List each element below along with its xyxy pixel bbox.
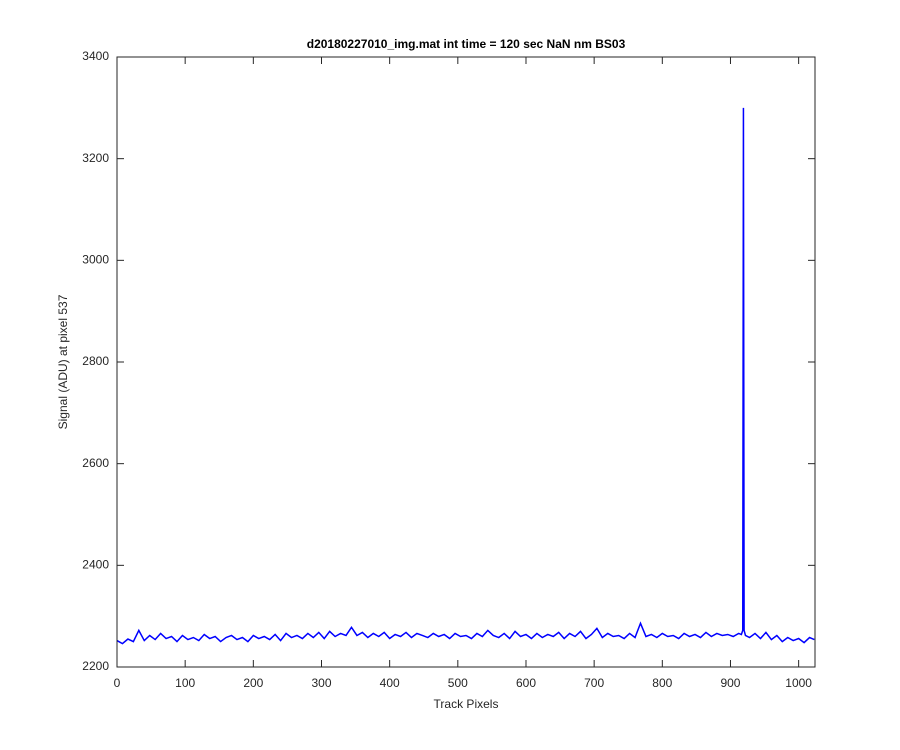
- y-tick-label: 2200: [82, 659, 109, 673]
- x-tick-label: 300: [311, 676, 331, 690]
- x-tick-label: 600: [516, 676, 536, 690]
- x-tick-label: 700: [584, 676, 604, 690]
- y-tick-label: 2600: [82, 456, 109, 470]
- chart-title: d20180227010_img.mat int time = 120 sec …: [307, 37, 626, 51]
- x-tick-label: 400: [380, 676, 400, 690]
- y-tick-label: 3000: [82, 253, 109, 267]
- x-tick-label: 900: [720, 676, 740, 690]
- y-tick-label: 3200: [82, 151, 109, 165]
- y-axis-label: Signal (ADU) at pixel 537: [56, 294, 70, 429]
- x-tick-label: 100: [175, 676, 195, 690]
- plot-frame: [116, 56, 816, 668]
- x-tick-label: 800: [652, 676, 672, 690]
- data-line: [116, 107, 815, 645]
- x-tick-label: 1000: [785, 676, 812, 690]
- x-tick-label: 0: [114, 676, 121, 690]
- x-tick-label: 200: [243, 676, 263, 690]
- y-tick-label: 2400: [82, 558, 109, 572]
- y-tick-label: 3400: [82, 49, 109, 63]
- y-tick-label: 2800: [82, 354, 109, 368]
- x-axis-label: Track Pixels: [434, 697, 499, 711]
- x-tick-label: 500: [448, 676, 468, 690]
